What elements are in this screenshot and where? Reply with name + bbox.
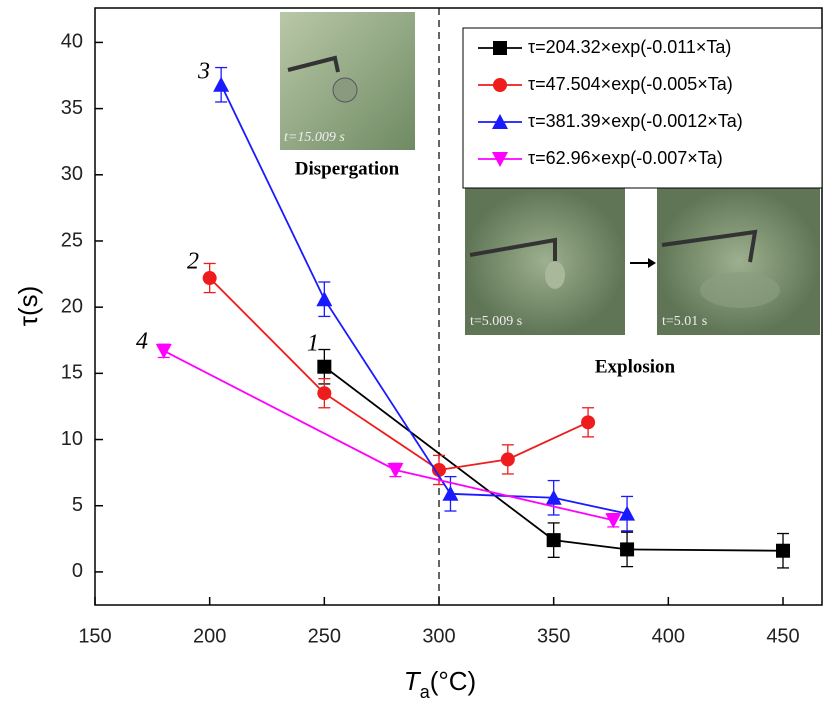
probe	[287, 55, 340, 73]
y-tick-label: 15	[61, 362, 83, 384]
y-tick-label: 30	[61, 163, 83, 185]
y-tick-label: 40	[61, 31, 83, 53]
y-tick-label: 0	[72, 560, 83, 582]
spray	[700, 272, 780, 308]
x-tick-label: 250	[308, 625, 341, 647]
x-tick-label: 350	[537, 625, 570, 647]
marker	[581, 415, 596, 430]
x-axis-label-unit: (°C)	[430, 666, 477, 696]
x-axis-label: Ta(°C)	[404, 666, 476, 702]
arrow-head	[648, 258, 656, 268]
marker	[605, 513, 622, 529]
probe	[469, 237, 557, 262]
y-tick-label: 10	[61, 428, 83, 450]
legend-label: τ=62.96×exp(-0.007×Ta)	[528, 148, 723, 168]
x-tick-label: 450	[766, 625, 799, 647]
y-axis-label: τ(s)	[13, 286, 43, 327]
marker	[317, 386, 332, 401]
legend-label: τ=381.39×exp(-0.0012×Ta)	[528, 111, 743, 131]
x-tick-label: 200	[193, 625, 226, 647]
x-axis-label-subscript: a	[420, 682, 431, 702]
marker	[492, 114, 508, 129]
y-tick-label: 35	[61, 97, 83, 119]
marker	[493, 41, 507, 55]
marker	[432, 462, 447, 477]
marker	[387, 462, 404, 478]
x-axis-label-symbol: T	[404, 666, 422, 696]
inset-explosion: t=5.009 s t=5.01 s Explosion	[465, 188, 820, 377]
y-tick-label: 5	[72, 494, 83, 516]
marker	[776, 543, 791, 558]
curve-label: 4	[136, 329, 148, 355]
marker	[316, 291, 333, 307]
marker	[492, 152, 508, 167]
inset-time: t=15.009 s	[284, 130, 345, 145]
series-line	[323, 366, 784, 552]
marker	[317, 359, 332, 374]
y-tick-label: 20	[61, 295, 83, 317]
inset-dispergation: t=15.009 s Dispergation	[280, 12, 415, 179]
x-tick-label: 150	[78, 625, 111, 647]
droplet	[545, 261, 565, 289]
marker	[500, 452, 515, 467]
marker	[442, 485, 459, 501]
legend-label: τ=204.32×exp(-0.011×Ta)	[528, 37, 731, 57]
marker	[546, 533, 561, 548]
marker	[202, 271, 217, 286]
droplet	[332, 77, 358, 103]
curve-label: 1	[307, 331, 319, 357]
marker	[213, 76, 230, 92]
x-tick-label: 300	[422, 625, 455, 647]
marker	[619, 505, 636, 521]
marker	[545, 489, 562, 505]
y-tick-label: 25	[61, 229, 83, 251]
inset-time: t=5.009 s	[470, 314, 522, 329]
inset-time: t=5.01 s	[662, 314, 707, 329]
legend-label: τ=47.504×exp(-0.005×Ta)	[528, 74, 733, 94]
x-tick-label: 400	[652, 625, 685, 647]
inset-caption: Explosion	[595, 356, 676, 377]
legend-box	[462, 27, 823, 189]
inset-image	[657, 188, 820, 335]
probe	[661, 229, 758, 263]
inset-image	[465, 188, 625, 335]
inset-caption: Dispergation	[295, 158, 400, 179]
marker	[493, 78, 507, 92]
curve-label: 3	[197, 59, 210, 85]
marker	[155, 343, 172, 359]
marker	[620, 542, 635, 557]
curve-label: 2	[187, 249, 199, 275]
